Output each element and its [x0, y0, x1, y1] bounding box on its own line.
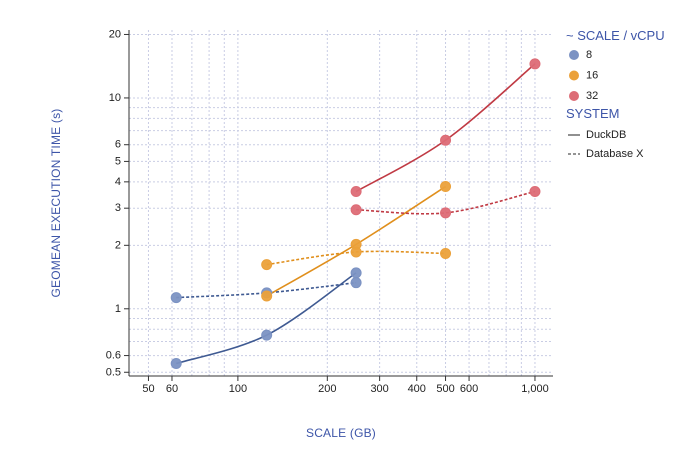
x-tick-label: 300 [370, 383, 388, 395]
data-point-16[interactable] [261, 290, 273, 302]
y-tick-label: 1 [115, 303, 121, 315]
data-point-32[interactable] [440, 134, 452, 146]
y-tick-label: 4 [115, 176, 121, 188]
x-tick-label: 400 [408, 383, 426, 395]
legend-label-8[interactable]: 8 [586, 49, 592, 61]
x-tick-label: 100 [229, 383, 247, 395]
legend-label-system[interactable]: DuckDB [586, 129, 626, 141]
y-tick-label: 10 [109, 92, 121, 104]
data-point-8[interactable] [350, 267, 362, 279]
grid [129, 30, 553, 376]
y-tick-label: 0.6 [106, 350, 121, 362]
y-axis-title: GEOMEAN EXECUTION TIME (s) [49, 109, 63, 298]
data-point-16[interactable] [261, 259, 273, 271]
y-tick-label: 6 [115, 139, 121, 151]
x-tick-label: 60 [166, 383, 178, 395]
series-group [170, 58, 541, 370]
legend-marker-8[interactable] [569, 50, 579, 60]
x-tick-label: 600 [460, 383, 478, 395]
legend-title-system: SYSTEM [566, 106, 619, 121]
data-point-16[interactable] [440, 181, 452, 193]
data-point-8[interactable] [170, 358, 182, 370]
legend-label-system[interactable]: Database X [586, 148, 644, 160]
data-point-8[interactable] [350, 277, 362, 289]
x-axis-title: SCALE (GB) [306, 426, 376, 440]
data-point-32[interactable] [440, 207, 452, 219]
x-tick-label: 50 [142, 383, 154, 395]
y-tick-label: 2 [115, 239, 121, 251]
data-point-32[interactable] [350, 185, 362, 197]
legend-label-16[interactable]: 16 [586, 70, 598, 82]
x-tick-label: 500 [436, 383, 454, 395]
series-line-32-database-x [356, 190, 536, 215]
y-tick-label: 20 [109, 28, 121, 40]
x-tick-label: 200 [318, 383, 336, 395]
legend-title-scale: ~ SCALE / vCPU [566, 28, 665, 43]
y-tick-label: 0.5 [106, 366, 121, 378]
axes: 50 60 100 200 300 400 500 600 1,000 0.5 0.6 1 2 3 4 5 6 1… [106, 28, 553, 395]
data-point-16[interactable] [440, 247, 452, 259]
legend[interactable]: ~ SCALE / vCPU SYSTEM 8 16 32 DuckDB Databas… [566, 28, 665, 160]
data-point-32[interactable] [529, 185, 541, 197]
legend-marker-16[interactable] [569, 70, 579, 81]
data-point-16[interactable] [350, 246, 362, 258]
y-tick-label: 3 [115, 202, 121, 214]
data-point-8[interactable] [261, 329, 273, 341]
legend-marker-32[interactable] [569, 91, 579, 101]
x-tick-label: 1,000 [521, 383, 549, 395]
y-tick-label: 5 [115, 155, 121, 167]
legend-label-32[interactable]: 32 [586, 90, 598, 102]
data-point-32[interactable] [350, 204, 362, 216]
data-point-32[interactable] [529, 58, 541, 70]
data-point-8[interactable] [170, 292, 182, 304]
